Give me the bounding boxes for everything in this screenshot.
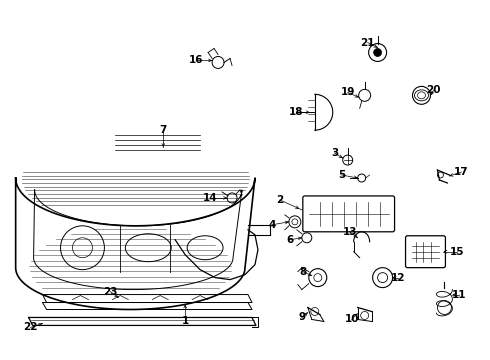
Text: 21: 21 <box>361 37 375 48</box>
Text: 12: 12 <box>391 273 405 283</box>
Polygon shape <box>43 302 252 310</box>
Text: 16: 16 <box>189 55 203 66</box>
Circle shape <box>374 49 382 57</box>
Text: 15: 15 <box>450 247 465 257</box>
Text: 18: 18 <box>289 107 303 117</box>
Text: 8: 8 <box>299 267 306 276</box>
Text: 9: 9 <box>298 312 305 323</box>
Text: 6: 6 <box>286 235 294 245</box>
Polygon shape <box>34 190 242 289</box>
Text: 7: 7 <box>160 125 167 135</box>
Text: 19: 19 <box>341 87 355 97</box>
Text: 14: 14 <box>203 193 218 203</box>
Text: 1: 1 <box>182 316 189 327</box>
Text: 2: 2 <box>276 195 284 205</box>
Polygon shape <box>28 318 256 325</box>
Text: 4: 4 <box>268 220 275 230</box>
Text: 17: 17 <box>454 167 469 177</box>
Text: 13: 13 <box>343 227 357 237</box>
Text: 10: 10 <box>344 314 359 324</box>
Text: 3: 3 <box>331 148 339 158</box>
Text: 23: 23 <box>103 287 118 297</box>
Text: 11: 11 <box>452 289 466 300</box>
Polygon shape <box>16 178 255 310</box>
Text: 20: 20 <box>426 85 441 95</box>
Polygon shape <box>43 294 252 302</box>
Text: 22: 22 <box>24 323 38 332</box>
Text: 5: 5 <box>338 170 345 180</box>
